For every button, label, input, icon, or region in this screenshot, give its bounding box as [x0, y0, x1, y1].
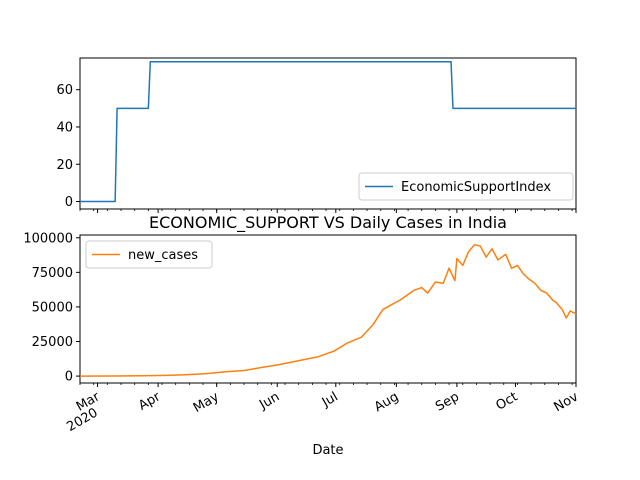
legend-box	[358, 172, 574, 201]
plot-area-frame	[79, 234, 577, 384]
y-tick-label: 25000	[32, 335, 73, 350]
subplot-economic-support: 0 20 40 60 EconomicSupportIndex	[56, 57, 577, 213]
series-line-new_cases	[79, 243, 577, 377]
y-tick-label: 0	[65, 370, 73, 385]
legend: EconomicSupportIndex	[358, 172, 574, 201]
series-line-EconomicSupportIndex	[80, 60, 576, 203]
legend-box	[85, 240, 213, 269]
legend-label: new_cases	[128, 248, 198, 263]
plot-area-frame	[79, 57, 577, 210]
y-tick-label: 40	[56, 120, 73, 135]
legend-label: EconomicSupportIndex	[401, 180, 551, 195]
legend: new_cases	[85, 240, 213, 269]
y-tick-label: 50000	[32, 300, 73, 315]
y-tick-label: 60	[56, 83, 73, 98]
y-tick-label: 20	[56, 158, 73, 173]
y-tick-label: 75000	[32, 266, 73, 281]
x-axis-title: Date	[312, 443, 343, 458]
y-tick-label: 0	[65, 195, 73, 210]
chart-title: ECONOMIC_SUPPORT VS Daily Cases in India	[149, 213, 507, 233]
y-tick-label: 100000	[23, 231, 73, 246]
x-tick-label: Jul	[319, 389, 341, 410]
